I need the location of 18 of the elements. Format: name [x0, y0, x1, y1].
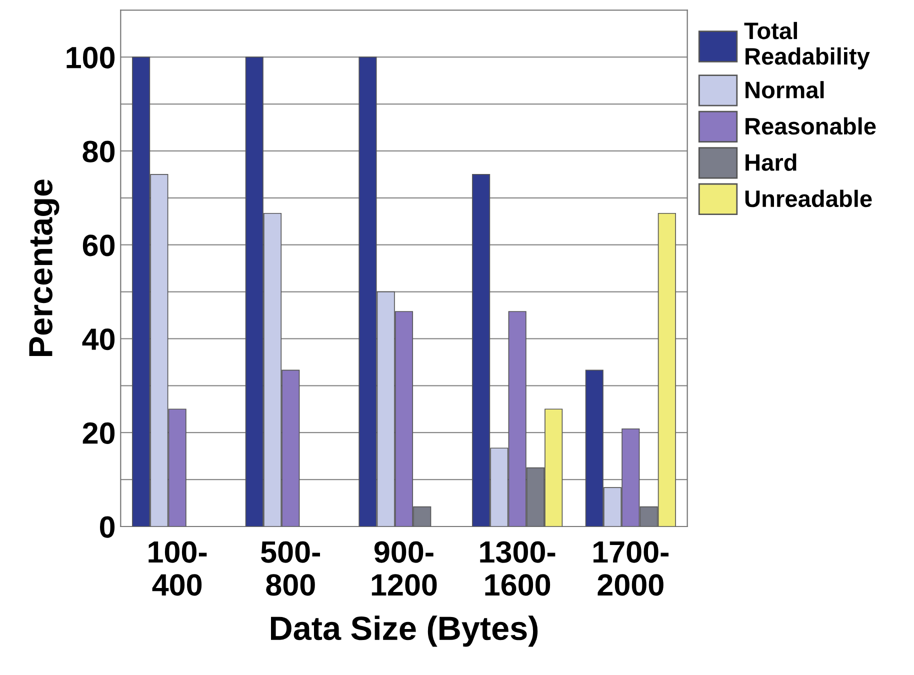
y-tick-label: 20 [82, 422, 115, 444]
x-axis-title: Data Size (Bytes) [270, 616, 538, 647]
legend-label: Unreadable [745, 190, 872, 208]
y-tick-label: 60 [82, 234, 115, 256]
y-tick-label: 80 [82, 140, 115, 162]
legend-label: Normal [746, 81, 824, 98]
legend-label: Total Readability [744, 22, 870, 70]
y-axis-title: Percentage [29, 180, 60, 356]
x-tick-label: 1300- 1600 [480, 541, 556, 596]
x-tick-label: 1700- 2000 [594, 541, 669, 596]
legend-label: Reasonable [746, 117, 876, 135]
x-tick-label: 100- 400 [148, 541, 207, 596]
legend-label: Hard [746, 154, 796, 171]
x-tick-label: 500- 800 [261, 541, 320, 596]
y-tick-label: 100 [66, 46, 115, 68]
y-tick-label: 0 [100, 516, 115, 538]
x-tick-label: 900- 1200 [372, 541, 437, 596]
y-tick-label: 40 [82, 328, 115, 350]
